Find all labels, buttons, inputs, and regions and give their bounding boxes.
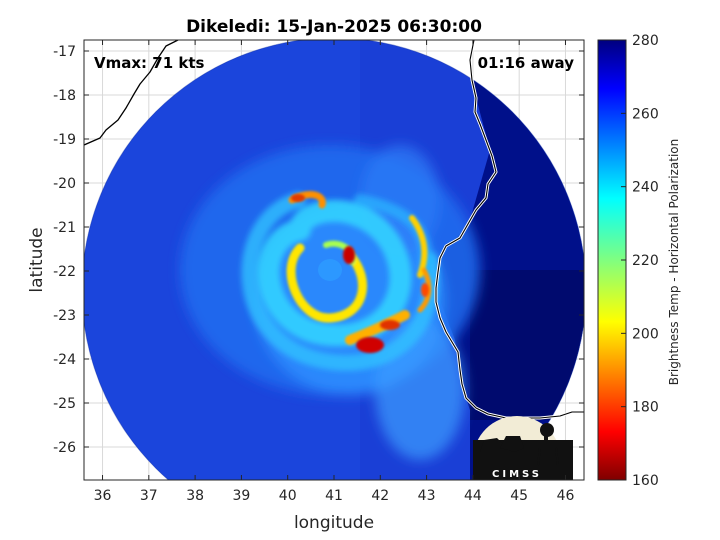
y-tick-label: -19 [53,132,76,148]
y-tick-label: -25 [53,396,76,412]
colorbar-tick-label: 160 [632,473,659,489]
time-away-annotation: 01:16 away [478,54,575,72]
y-tick-label: -17 [53,44,76,60]
logo-text: CIMSS [492,469,542,480]
x-tick-label: 45 [510,488,528,504]
colorbar-tick-label: 180 [632,400,659,416]
colorbar-tick-label: 220 [632,253,659,269]
cimss-logo: CIMSS [473,416,573,480]
x-tick-label: 42 [371,488,389,504]
x-axis-ticks: 36 37 38 39 40 41 42 43 44 45 46 [94,40,575,504]
colorbar: 280 260 240 220 200 180 160 Brightness Temp - … [597,33,681,489]
colorbar-tick-label: 240 [632,180,659,196]
chart-title: Dikeledi: 15-Jan-2025 06:30:00 [186,17,482,37]
colorbar-tick-label: 260 [632,106,659,122]
x-tick-label: 41 [325,488,343,504]
y-tick-label: -21 [53,220,76,236]
y-tick-label: -24 [53,352,76,368]
y-tick-label: -23 [53,308,76,324]
x-tick-label: 39 [232,488,250,504]
y-tick-label: -18 [53,88,76,104]
colorbar-tick-label: 200 [632,326,659,342]
colorbar-tick-label: 280 [632,33,659,49]
x-tick-label: 38 [186,488,204,504]
y-axis-label: latitude [27,227,47,292]
y-tick-label: -26 [53,440,76,456]
vmax-annotation: Vmax: 71 kts [94,54,204,72]
x-tick-label: 36 [94,488,112,504]
x-axis-label: longitude [294,513,374,533]
x-tick-label: 40 [279,488,297,504]
x-tick-label: 46 [557,488,575,504]
colorbar-label: Brightness Temp - Horizontal Polarizatio… [667,139,681,386]
colorbar-ticks: 280 260 240 220 200 180 160 [621,33,659,489]
y-axis-ticks: -17 -18 -19 -20 -21 -22 -23 -24 -25 -26 [53,44,584,456]
microwave-swath [84,40,584,480]
x-tick-label: 37 [140,488,158,504]
coastline [84,40,584,420]
y-tick-label: -20 [53,176,76,192]
y-tick-label: -22 [53,264,76,280]
x-tick-label: 44 [464,488,482,504]
x-tick-label: 43 [418,488,436,504]
